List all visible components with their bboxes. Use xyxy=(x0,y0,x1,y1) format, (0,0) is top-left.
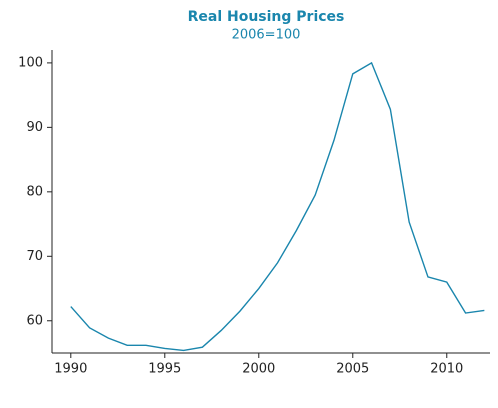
x-tick-label: 2005 xyxy=(336,362,369,377)
y-tick-label: 100 xyxy=(18,55,43,70)
x-tick-label: 2000 xyxy=(242,362,275,377)
chart-subtitle: 2006=100 xyxy=(232,28,301,43)
y-tick-label: 60 xyxy=(26,313,43,328)
y-tick-label: 80 xyxy=(26,184,43,199)
y-tick-label: 90 xyxy=(26,120,43,135)
x-tick-label: 2010 xyxy=(430,362,463,377)
x-tick-label: 1995 xyxy=(148,362,181,377)
y-tick-label: 70 xyxy=(26,249,43,264)
data-line xyxy=(70,61,485,352)
chart-title: Real Housing Prices xyxy=(188,9,345,25)
x-tick-label: 1990 xyxy=(54,362,87,377)
